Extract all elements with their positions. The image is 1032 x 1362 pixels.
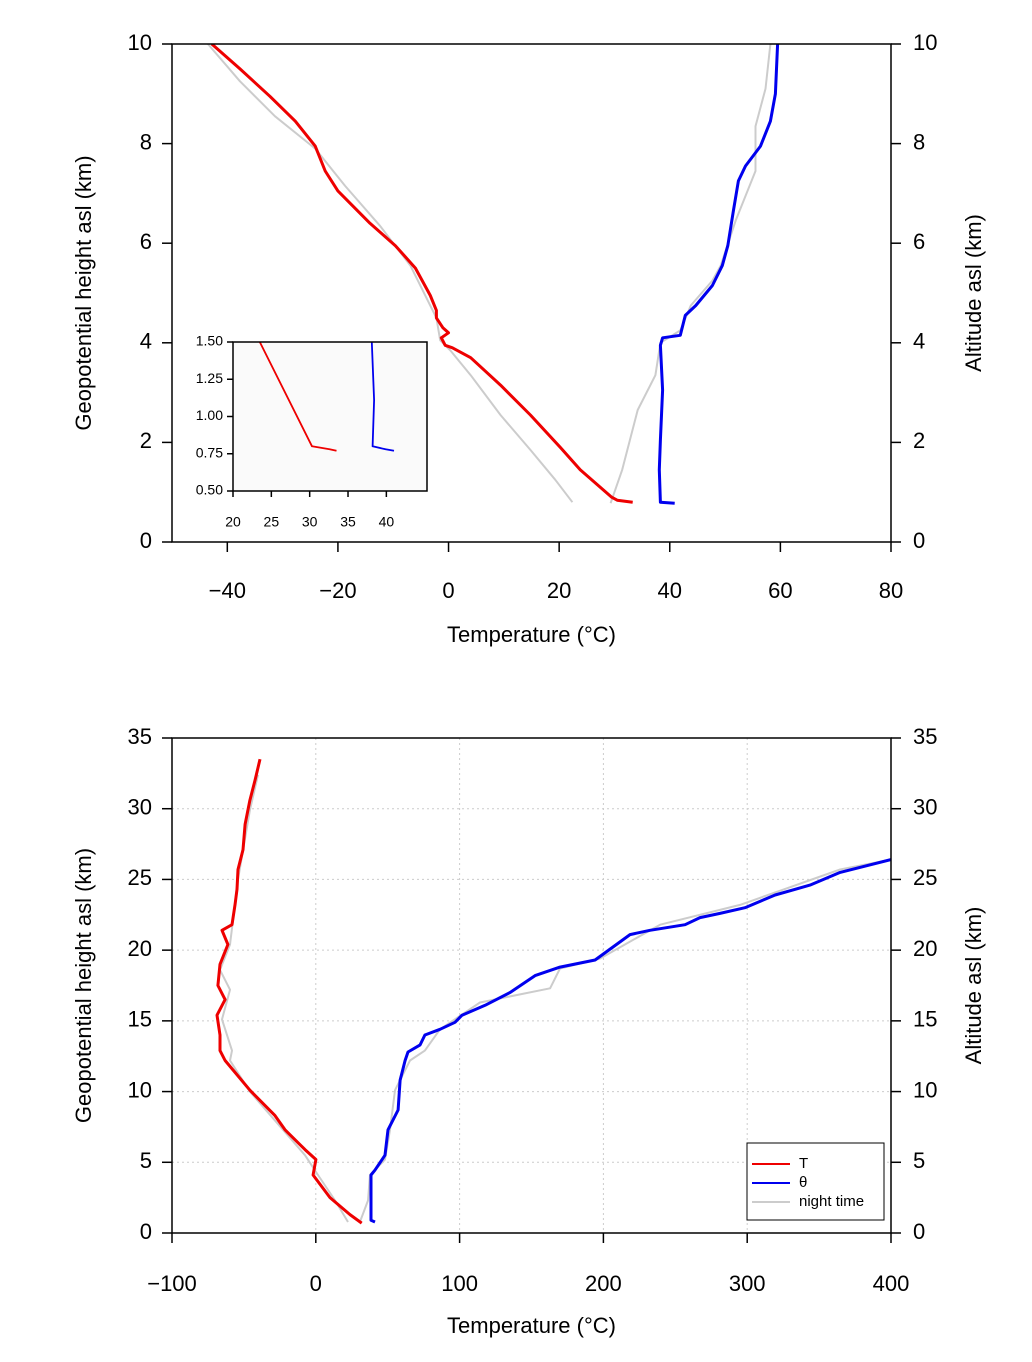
legend-label: θ <box>799 1174 807 1191</box>
y2-tick-label: 20 <box>913 936 937 961</box>
legend: Tθ night time <box>746 1142 885 1221</box>
y-tick-label: 10 <box>128 1077 152 1102</box>
series-line <box>258 342 337 452</box>
y2-tick-label: 6 <box>913 229 925 254</box>
panel: 20 25 30 35 40 0.50 0.75 1.00 1.25 1.50 <box>196 333 428 530</box>
y-tick-label: 35 <box>128 724 152 749</box>
x-tick-label: 40 <box>379 514 395 530</box>
y-tick-label: 10 <box>128 30 152 55</box>
legend-label: T <box>799 1155 808 1172</box>
x-tick-label: 400 <box>873 1271 910 1296</box>
x-axis-title: Temperature (°C) <box>447 622 616 647</box>
panel: −100 0 100 200 300 400 0 5 10 15 20 25 30 35 0 5 10 15 20 2… <box>71 724 986 1338</box>
x-tick-label: 0 <box>442 578 454 603</box>
x-tick-label: −20 <box>319 578 356 603</box>
x-tick-label: −40 <box>209 578 246 603</box>
y-tick-label: 2 <box>140 428 152 453</box>
x-axis-title: Temperature (°C) <box>447 1313 616 1338</box>
y-tick-label: 8 <box>140 129 152 154</box>
plot-area <box>233 342 427 491</box>
y-axis-title: Geopotential height asl (km) <box>71 848 96 1123</box>
y2-tick-label: 10 <box>913 1077 937 1102</box>
y2-tick-label: 15 <box>913 1007 937 1032</box>
x-tick-label: 20 <box>547 578 571 603</box>
frame <box>171 43 892 543</box>
y2-tick-label: 0 <box>913 1219 925 1244</box>
y-tick-label: 5 <box>140 1148 152 1173</box>
x-tick-label: 200 <box>585 1271 622 1296</box>
x-tick-label: 300 <box>729 1271 766 1296</box>
y-tick-label: 25 <box>128 865 152 890</box>
series-line <box>370 342 395 452</box>
y2-axis-title: Altitude asl (km) <box>961 214 986 372</box>
series-line <box>609 44 772 504</box>
x-tick-label: 20 <box>225 514 241 530</box>
y2-tick-label: 10 <box>913 30 937 55</box>
series-line <box>369 858 891 1224</box>
x-tick-label: 80 <box>879 578 903 603</box>
y2-tick-label: 2 <box>913 428 925 453</box>
y2-tick-label: 30 <box>913 795 937 820</box>
y2-tick-label: 8 <box>913 129 925 154</box>
y-tick-label: 1.00 <box>196 407 223 423</box>
y-axis-title: Geopotential height asl (km) <box>71 155 96 430</box>
x-tick-label: 30 <box>302 514 318 530</box>
y-tick-label: 4 <box>140 329 152 354</box>
y-tick-label: 30 <box>128 795 152 820</box>
x-tick-label: 40 <box>658 578 682 603</box>
y2-tick-label: 25 <box>913 865 937 890</box>
y-tick-label: 0.75 <box>196 444 223 460</box>
y-tick-label: 0.50 <box>196 482 223 498</box>
y-tick-label: 1.50 <box>196 333 223 349</box>
series-line <box>215 758 363 1225</box>
y-tick-label: 1.25 <box>196 370 223 386</box>
x-tick-label: 100 <box>441 1271 478 1296</box>
series-line <box>210 44 633 504</box>
frame <box>232 341 428 492</box>
series-group <box>258 342 395 452</box>
series-group <box>207 44 780 505</box>
y2-tick-label: 5 <box>913 1148 925 1173</box>
y2-tick-label: 0 <box>913 528 925 553</box>
x-tick-label: 25 <box>264 514 280 530</box>
series-line <box>657 44 780 505</box>
y2-tick-label: 4 <box>913 329 925 354</box>
y-tick-label: 0 <box>140 1219 152 1244</box>
x-tick-label: 35 <box>340 514 356 530</box>
y2-tick-label: 35 <box>913 724 937 749</box>
legend-label: night time <box>799 1193 864 1210</box>
x-tick-label: 0 <box>310 1271 322 1296</box>
y-tick-label: 0 <box>140 528 152 553</box>
y2-axis-title: Altitude asl (km) <box>961 907 986 1065</box>
x-tick-label: −100 <box>147 1271 197 1296</box>
y-tick-label: 15 <box>128 1007 152 1032</box>
y-tick-label: 6 <box>140 229 152 254</box>
legend-box <box>746 1142 885 1221</box>
y-tick-label: 20 <box>128 936 152 961</box>
frame <box>171 737 892 1234</box>
series-group <box>215 758 891 1225</box>
x-tick-label: 60 <box>768 578 792 603</box>
